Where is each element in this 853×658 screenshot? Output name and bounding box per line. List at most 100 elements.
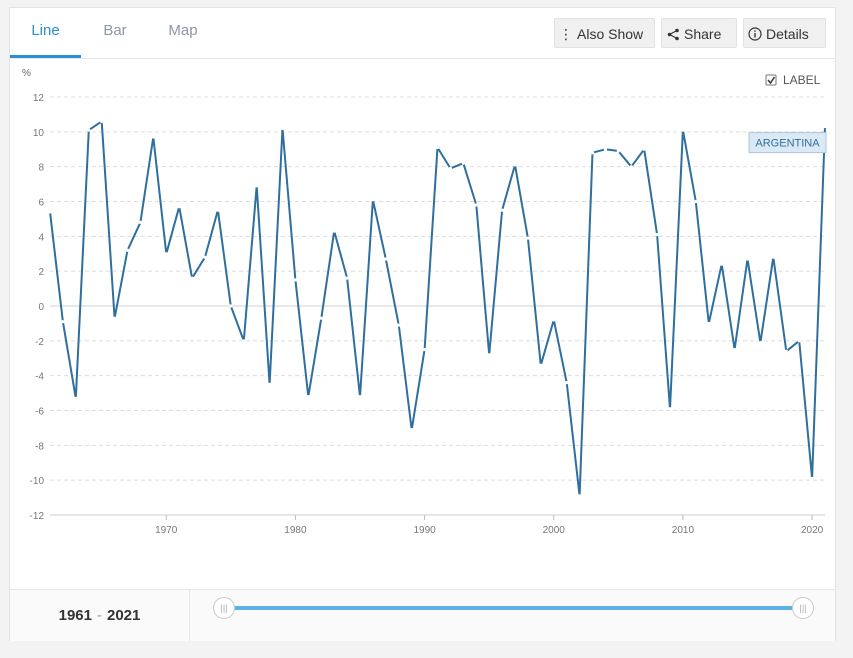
data-point (267, 382, 272, 386)
x-tick-label: 2000 (543, 525, 566, 536)
range-start: 1961 (58, 607, 92, 624)
data-point (552, 318, 556, 322)
data-point (732, 347, 737, 352)
data-point (513, 163, 517, 167)
data-point (461, 161, 465, 165)
data-point (242, 339, 246, 343)
data-point (177, 205, 181, 209)
data-point (771, 255, 775, 259)
y-tick-label: -4 (35, 372, 44, 383)
data-point (565, 381, 569, 385)
y-tick-label: 4 (38, 232, 44, 243)
details-button[interactable]: Details (743, 18, 826, 48)
year-range-label: 1961-2021 (10, 590, 190, 641)
y-tick-label: -12 (30, 511, 45, 522)
y-tick-label: 12 (33, 93, 45, 104)
data-point (539, 363, 543, 367)
y-tick-label: -2 (35, 337, 44, 348)
data-point (190, 276, 194, 280)
data-point (138, 220, 143, 224)
x-tick-label: 1970 (155, 525, 178, 536)
details-label: Details (766, 26, 809, 42)
data-point (448, 166, 453, 171)
data-point (500, 208, 504, 212)
chart-svg: 12 10 8 6 4 2 0 -2 -4 -6 -8 -10 -12% 1970 1980 1990 2000… (22, 68, 827, 536)
data-point (216, 208, 220, 212)
data-point (694, 199, 698, 204)
data-point (306, 394, 310, 399)
label-toggle-text: LABEL (783, 73, 821, 87)
y-tick-label: -8 (35, 441, 44, 452)
y-tick-label: 8 (38, 163, 44, 174)
tab-line[interactable]: Line (10, 8, 81, 58)
share-label: Share (684, 26, 722, 42)
x-tick-label: 1980 (284, 525, 307, 536)
data-point (345, 276, 349, 280)
data-point (720, 262, 724, 266)
share-button[interactable]: Share (661, 18, 737, 48)
data-point (61, 320, 65, 324)
data-point (358, 394, 362, 399)
data-point (577, 494, 582, 498)
info-icon (744, 19, 766, 49)
data-point (810, 476, 814, 481)
data-point (745, 257, 750, 261)
vertical-dots-icon: ⋮ (559, 26, 573, 42)
series-label-text: ARGENTINA (755, 138, 820, 150)
data-point (797, 339, 801, 343)
data-point (319, 316, 323, 320)
y-tick-label: -10 (30, 476, 45, 487)
data-point (642, 147, 646, 151)
data-point (823, 125, 827, 129)
data-point (435, 145, 440, 150)
range-end: 2021 (107, 607, 141, 624)
year-range-slider-track[interactable] (214, 606, 794, 610)
data-point (48, 210, 52, 214)
data-point (758, 340, 763, 345)
data-point (397, 323, 401, 327)
also-show-button[interactable]: ⋮ Also Show (554, 18, 655, 48)
data-point (655, 232, 659, 237)
data-point (164, 252, 168, 256)
x-tick-label: 1990 (413, 525, 436, 536)
range-footer: 1961-2021 (10, 589, 835, 641)
slider-handle-end[interactable]: ||| (792, 597, 814, 619)
also-show-label: Also Show (577, 26, 644, 42)
y-axis-unit: % (22, 68, 31, 79)
series-line-argentina (49, 120, 826, 497)
data-point (422, 347, 427, 352)
y-tick-label: -6 (35, 407, 44, 418)
data-point (100, 119, 104, 123)
data-point (487, 353, 491, 357)
data-point (125, 248, 130, 252)
data-point (590, 151, 595, 155)
data-point (603, 147, 608, 151)
data-point (255, 184, 259, 188)
data-point (526, 236, 530, 240)
share-icon (662, 19, 684, 49)
data-point (332, 229, 336, 233)
x-tick-label: 2010 (672, 525, 695, 536)
data-point (151, 135, 155, 139)
data-point (474, 203, 478, 207)
data-point (74, 396, 78, 400)
data-point (616, 149, 620, 153)
data-point (229, 304, 233, 308)
data-point (203, 255, 207, 259)
x-tick-label: 2020 (801, 525, 824, 536)
data-point (293, 278, 298, 282)
data-point (707, 321, 711, 326)
tab-bar-chart[interactable]: Bar (103, 22, 127, 39)
tab-map[interactable]: Map (168, 22, 198, 39)
y-tick-label: 0 (38, 302, 44, 313)
slider-handle-start[interactable]: ||| (213, 597, 235, 619)
data-point (371, 198, 375, 202)
data-point (87, 128, 91, 132)
range-separator: - (97, 607, 102, 624)
data-point (629, 165, 633, 169)
y-tick-label: 6 (38, 198, 44, 209)
series-label-argentina: ARGENTINA (748, 132, 827, 154)
data-point (280, 126, 285, 130)
checkmark-icon (767, 76, 776, 85)
line-chart: 12 10 8 6 4 2 0 -2 -4 -6 -8 -10 -12% 1970 1980 1990 2000… (10, 59, 835, 589)
